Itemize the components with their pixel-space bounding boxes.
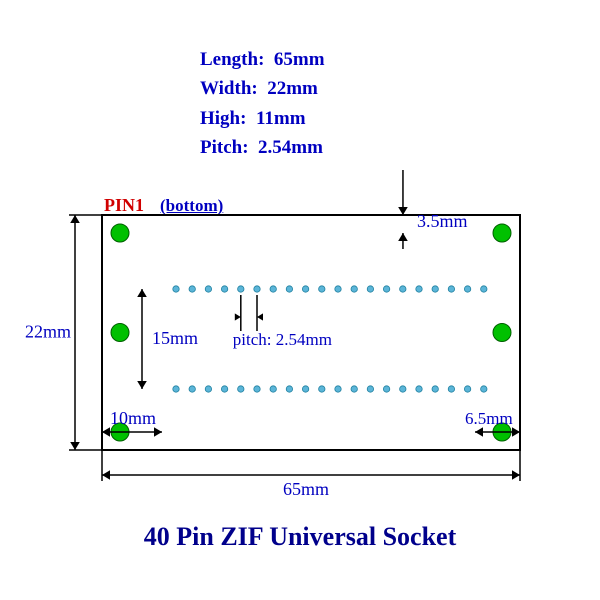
- diagram-title: 40 Pin ZIF Universal Socket: [0, 522, 600, 552]
- svg-text:15mm: 15mm: [152, 328, 198, 348]
- svg-text:65mm: 65mm: [283, 479, 329, 499]
- svg-text:10mm: 10mm: [110, 408, 156, 428]
- svg-text:3.5mm: 3.5mm: [417, 211, 468, 231]
- svg-text:22mm: 22mm: [25, 322, 71, 342]
- svg-text:6.5mm: 6.5mm: [465, 409, 513, 428]
- socket-diagram: 22mm 65mm 3.5mm 15mm pitch: 2.54mm 10mm 6.5mm: [0, 0, 600, 600]
- svg-text:pitch: 2.54mm: pitch: 2.54mm: [233, 330, 332, 349]
